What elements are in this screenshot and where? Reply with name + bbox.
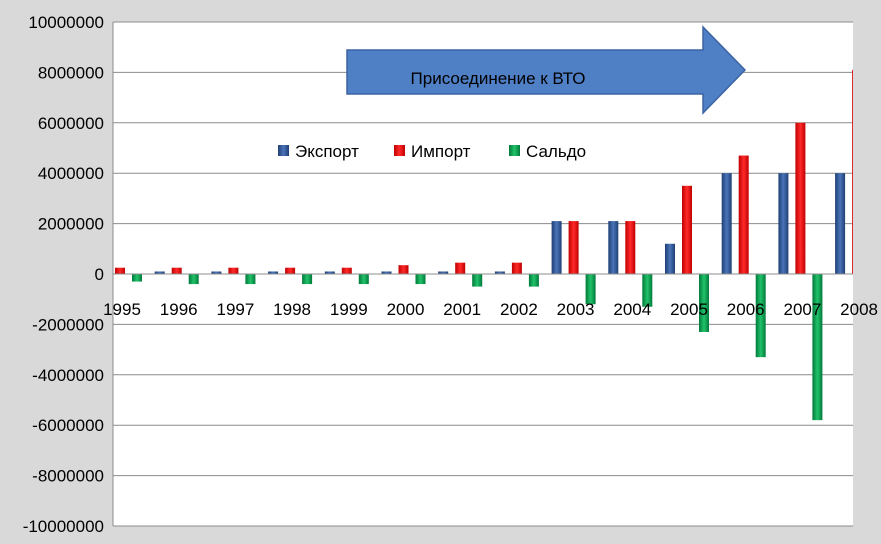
y-tick-label: -6000000 [32,416,104,435]
bar-import [852,69,853,274]
x-tick-label: 1995 [103,300,141,319]
bar-import [568,221,579,274]
legend-item-export: Экспорт [278,142,359,161]
bar-saldo [699,274,709,332]
bar-import [285,267,296,274]
x-axis: 1995 1996 1997 1998 1999 2000 2001 2002 2003 2004… [103,300,878,319]
bar-saldo [358,274,369,285]
bar-import [511,262,522,274]
legend-swatch-saldo [509,145,520,156]
bar-import [625,221,636,274]
bar-export [324,271,335,274]
bar-export [551,221,562,274]
x-tick-label: 2000 [387,300,425,319]
x-tick-label: 2004 [613,300,651,319]
bar-saldo [585,274,596,305]
x-tick-label: 2006 [727,300,765,319]
bar-saldo [755,274,766,358]
y-tick-label: 0 [95,265,104,284]
bar-import [341,267,352,274]
bar-import [228,267,239,274]
legend-item-saldo: Сальдо [509,142,586,161]
bar-saldo [528,274,539,287]
bar-import [115,267,125,274]
bar-import [455,262,466,274]
bar-import [171,267,182,274]
bar-saldo [188,274,199,285]
arrow-label: Присоединение к ВТО [411,69,586,88]
y-tick-label: 4000000 [38,164,104,183]
bar-export [438,271,449,274]
legend-label-saldo: Сальдо [526,142,586,161]
x-tick-label: 2001 [443,300,481,319]
y-tick-label: 8000000 [38,63,104,82]
bar-saldo [812,274,823,421]
y-tick-label: 6000000 [38,114,104,133]
x-tick-label: 2008 [840,300,878,319]
bar-saldo [415,274,426,285]
x-tick-label: 1998 [273,300,311,319]
x-tick-label: 1997 [216,300,254,319]
y-axis: 10000000 8000000 6000000 4000000 2000000 0 -20… [23,13,104,536]
legend-swatch-export [278,145,289,156]
bar-import [398,265,409,274]
bar-saldo [302,274,313,285]
bar-export [721,173,732,274]
bar-export [154,271,165,274]
y-tick-label: 10000000 [28,13,104,32]
x-tick-label: 2005 [670,300,708,319]
bar-saldo [132,274,142,282]
bar-export [381,271,392,274]
bar-export [665,243,675,274]
legend-item-import: Импорт [394,142,471,161]
bars [113,69,853,421]
bar-import [682,185,692,274]
legend-label-import: Импорт [411,142,471,161]
y-tick-label: -4000000 [32,366,104,385]
y-tick-label: -2000000 [32,315,104,334]
bar-export [211,271,222,274]
x-tick-label: 1999 [330,300,368,319]
legend-label-export: Экспорт [295,142,359,161]
y-tick-label: -8000000 [32,467,104,486]
x-tick-label: 2002 [500,300,538,319]
legend-swatch-import [394,145,405,156]
bar-import [738,155,749,274]
x-tick-label: 2007 [783,300,821,319]
legend: Экспорт Импорт Сальдо [278,142,586,161]
wto-arrow: Присоединение к ВТО [346,25,747,115]
bar-export [778,173,789,274]
bar-export [608,221,619,274]
bar-saldo [245,274,256,285]
bar-export [494,271,505,274]
y-tick-label: 2000000 [38,215,104,234]
bar-import [795,122,806,274]
bar-export [835,173,846,274]
bar-saldo [642,274,653,307]
x-tick-label: 1996 [160,300,198,319]
arrow-shape [346,25,747,115]
y-tick-label: -10000000 [23,517,104,536]
bar-saldo [472,274,483,287]
x-tick-label: 2003 [557,300,595,319]
bar-export [268,271,279,274]
